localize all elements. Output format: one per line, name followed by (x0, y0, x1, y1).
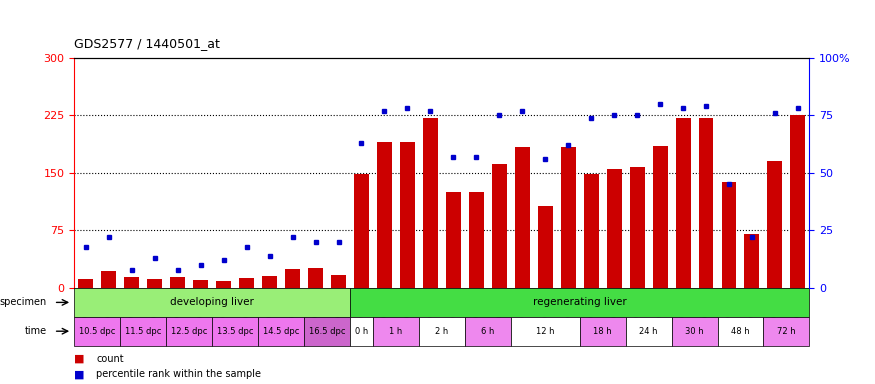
Bar (423, 118, 438, 288)
Bar (354, 174, 369, 288)
Text: percentile rank within the sample: percentile rank within the sample (96, 369, 262, 379)
Text: 48 h: 48 h (732, 327, 750, 336)
Bar (331, 275, 346, 288)
Bar (538, 206, 553, 288)
Bar (213, 317, 258, 346)
Text: 2 h: 2 h (435, 327, 449, 336)
Bar (745, 234, 760, 288)
Bar (790, 115, 805, 288)
Text: 11.5 dpc: 11.5 dpc (125, 327, 162, 336)
Bar (102, 271, 116, 288)
Text: 24 h: 24 h (640, 327, 658, 336)
Bar (258, 317, 304, 346)
Bar (239, 278, 254, 288)
Bar (147, 279, 162, 288)
Bar (304, 317, 350, 346)
Bar (121, 317, 166, 346)
Bar (626, 317, 672, 346)
Bar (672, 317, 718, 346)
Text: ■: ■ (74, 369, 85, 379)
Text: 10.5 dpc: 10.5 dpc (79, 327, 116, 336)
Bar (492, 164, 507, 288)
Bar (698, 118, 713, 288)
Bar (350, 288, 809, 317)
Text: 72 h: 72 h (777, 327, 795, 336)
Text: 12.5 dpc: 12.5 dpc (171, 327, 207, 336)
Bar (74, 288, 350, 317)
Bar (350, 317, 373, 346)
Bar (400, 142, 415, 288)
Bar (262, 276, 277, 288)
Bar (193, 280, 208, 288)
Bar (166, 317, 213, 346)
Bar (763, 317, 809, 346)
Bar (511, 317, 580, 346)
Bar (446, 192, 461, 288)
Bar (79, 279, 94, 288)
Bar (124, 277, 139, 288)
Bar (465, 317, 511, 346)
Text: 6 h: 6 h (481, 327, 494, 336)
Text: 16.5 dpc: 16.5 dpc (309, 327, 346, 336)
Bar (606, 169, 621, 288)
Text: 13.5 dpc: 13.5 dpc (217, 327, 254, 336)
Bar (308, 268, 323, 288)
Bar (373, 317, 419, 346)
Bar (630, 167, 645, 288)
Text: 14.5 dpc: 14.5 dpc (262, 327, 299, 336)
Text: 12 h: 12 h (536, 327, 555, 336)
Bar (722, 182, 737, 288)
Bar (561, 147, 576, 288)
Text: developing liver: developing liver (171, 297, 254, 308)
Text: 0 h: 0 h (355, 327, 368, 336)
Bar (469, 192, 484, 288)
Text: ■: ■ (74, 354, 85, 364)
Text: 30 h: 30 h (685, 327, 704, 336)
Bar (767, 161, 782, 288)
Bar (216, 281, 231, 288)
Bar (514, 147, 529, 288)
Text: time: time (24, 326, 47, 336)
Bar (584, 174, 598, 288)
Bar (676, 118, 690, 288)
Bar (653, 146, 668, 288)
Bar (285, 269, 300, 288)
Bar (580, 317, 626, 346)
Text: count: count (96, 354, 124, 364)
Text: 1 h: 1 h (389, 327, 402, 336)
Bar (718, 317, 763, 346)
Bar (419, 317, 465, 346)
Bar (74, 317, 121, 346)
Text: regenerating liver: regenerating liver (533, 297, 626, 308)
Text: 18 h: 18 h (593, 327, 612, 336)
Text: GDS2577 / 1440501_at: GDS2577 / 1440501_at (74, 37, 220, 50)
Bar (377, 142, 392, 288)
Bar (171, 277, 186, 288)
Text: specimen: specimen (0, 297, 47, 308)
